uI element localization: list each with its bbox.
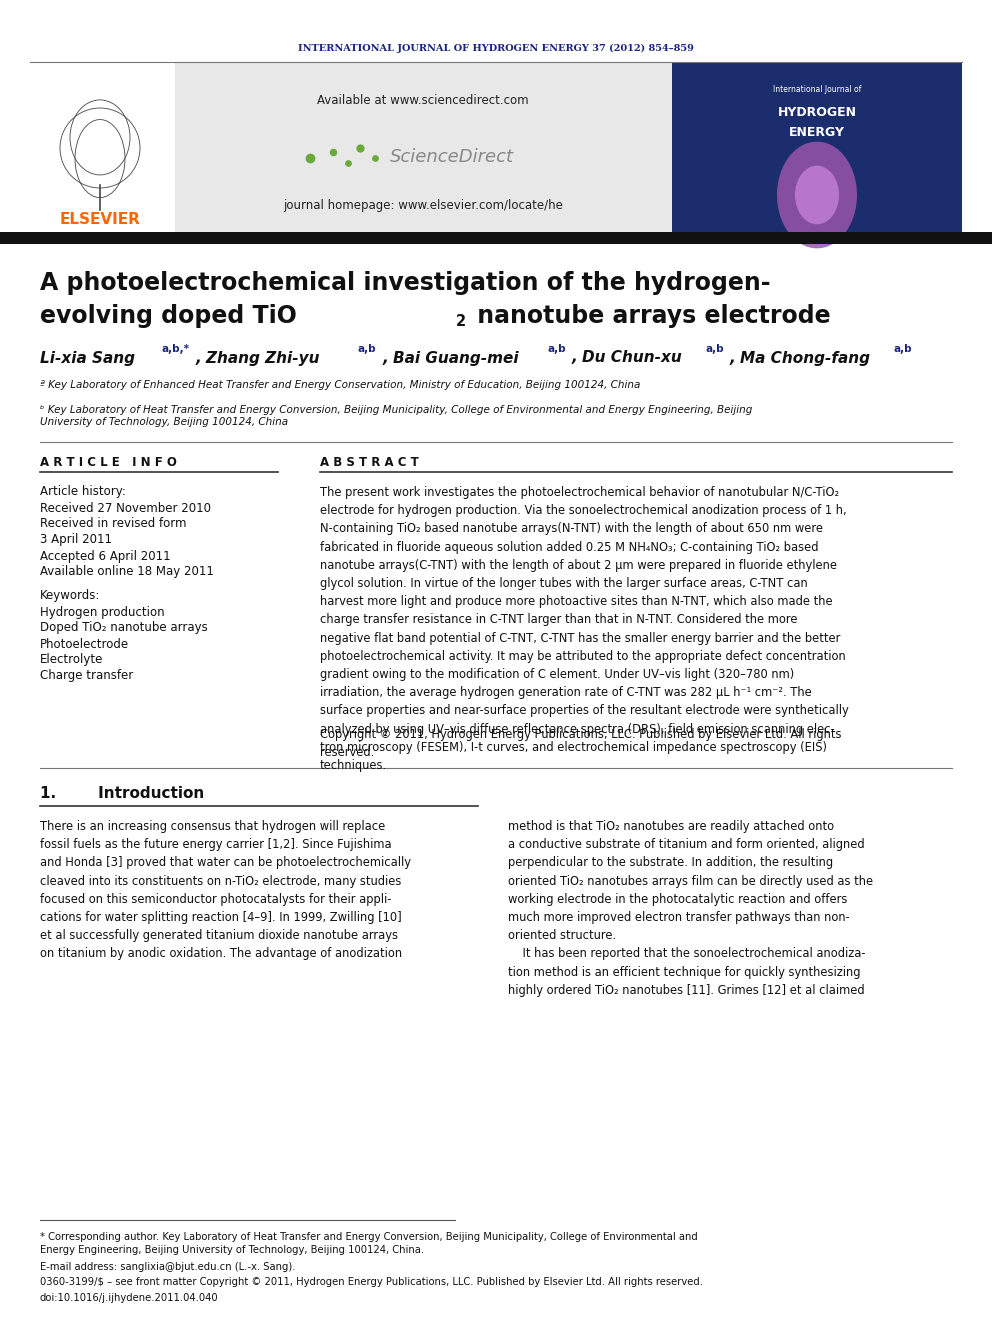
- Text: a,b: a,b: [893, 344, 912, 353]
- Text: , Bai Guang-mei: , Bai Guang-mei: [383, 351, 520, 365]
- Text: Article history:: Article history:: [40, 486, 126, 499]
- Text: Accepted 6 April 2011: Accepted 6 April 2011: [40, 549, 171, 562]
- Text: journal homepage: www.elsevier.com/locate/he: journal homepage: www.elsevier.com/locat…: [283, 198, 562, 212]
- Circle shape: [777, 142, 857, 249]
- Text: , Du Chun-xu: , Du Chun-xu: [572, 351, 682, 365]
- Text: ª Key Laboratory of Enhanced Heat Transfer and Energy Conservation, Ministry of : ª Key Laboratory of Enhanced Heat Transf…: [40, 380, 641, 390]
- Text: 3 April 2011: 3 April 2011: [40, 533, 112, 546]
- Text: Doped TiO₂ nanotube arrays: Doped TiO₂ nanotube arrays: [40, 622, 207, 635]
- Text: ScienceDirect: ScienceDirect: [390, 148, 514, 165]
- Text: INTERNATIONAL JOURNAL OF HYDROGEN ENERGY 37 (2012) 854–859: INTERNATIONAL JOURNAL OF HYDROGEN ENERGY…: [298, 44, 694, 53]
- Bar: [672, 64, 962, 232]
- Text: E-mail address: sanglixia@bjut.edu.cn (L.-x. Sang).: E-mail address: sanglixia@bjut.edu.cn (L…: [40, 1262, 296, 1271]
- Text: Available online 18 May 2011: Available online 18 May 2011: [40, 565, 214, 578]
- Text: a,b: a,b: [706, 344, 724, 353]
- Text: Available at www.sciencedirect.com: Available at www.sciencedirect.com: [317, 94, 529, 106]
- Text: ᵇ Key Laboratory of Heat Transfer and Energy Conversion, Beijing Municipality, C: ᵇ Key Laboratory of Heat Transfer and En…: [40, 405, 752, 426]
- Text: method is that TiO₂ nanotubes are readily attached onto
a conductive substrate o: method is that TiO₂ nanotubes are readil…: [508, 820, 873, 996]
- Text: International Journal of: International Journal of: [773, 86, 861, 94]
- Text: Received in revised form: Received in revised form: [40, 517, 186, 531]
- Text: nanotube arrays electrode: nanotube arrays electrode: [469, 304, 830, 328]
- Text: Photoelectrode: Photoelectrode: [40, 638, 129, 651]
- Text: There is an increasing consensus that hydrogen will replace
fossil fuels as the : There is an increasing consensus that hy…: [40, 820, 411, 960]
- Text: , Zhang Zhi-yu: , Zhang Zhi-yu: [196, 351, 320, 365]
- Text: Electrolyte: Electrolyte: [40, 654, 103, 667]
- Text: The present work investigates the photoelectrochemical behavior of nanotubular N: The present work investigates the photoe…: [320, 486, 849, 773]
- Text: * Corresponding author. Key Laboratory of Heat Transfer and Energy Conversion, B: * Corresponding author. Key Laboratory o…: [40, 1232, 697, 1256]
- Text: a,b,*: a,b,*: [162, 344, 190, 353]
- Text: A photoelectrochemical investigation of the hydrogen-: A photoelectrochemical investigation of …: [40, 271, 771, 295]
- Text: HYDROGEN: HYDROGEN: [778, 106, 856, 119]
- Bar: [0, 232, 992, 243]
- Text: doi:10.1016/j.ijhydene.2011.04.040: doi:10.1016/j.ijhydene.2011.04.040: [40, 1293, 218, 1303]
- Circle shape: [795, 165, 839, 225]
- Text: Copyright © 2011, Hydrogen Energy Publications, LLC. Published by Elsevier Ltd. : Copyright © 2011, Hydrogen Energy Public…: [320, 728, 841, 759]
- Text: a,b: a,b: [547, 344, 565, 353]
- Bar: [175, 64, 672, 232]
- Text: a,b: a,b: [358, 344, 377, 353]
- Text: 1.        Introduction: 1. Introduction: [40, 786, 204, 800]
- Text: Hydrogen production: Hydrogen production: [40, 606, 165, 618]
- Text: Li-xia Sang: Li-xia Sang: [40, 351, 135, 365]
- Text: Charge transfer: Charge transfer: [40, 669, 133, 683]
- Text: ELSEVIER: ELSEVIER: [60, 213, 141, 228]
- Text: 2: 2: [456, 314, 466, 328]
- Text: A R T I C L E   I N F O: A R T I C L E I N F O: [40, 455, 177, 468]
- Text: Keywords:: Keywords:: [40, 590, 100, 602]
- Text: A B S T R A C T: A B S T R A C T: [320, 455, 419, 468]
- Text: , Ma Chong-fang: , Ma Chong-fang: [730, 351, 871, 365]
- Text: Received 27 November 2010: Received 27 November 2010: [40, 501, 211, 515]
- Text: evolving doped TiO: evolving doped TiO: [40, 304, 297, 328]
- Text: ENERGY: ENERGY: [789, 126, 845, 139]
- Text: 0360-3199/$ – see front matter Copyright © 2011, Hydrogen Energy Publications, L: 0360-3199/$ – see front matter Copyright…: [40, 1277, 703, 1287]
